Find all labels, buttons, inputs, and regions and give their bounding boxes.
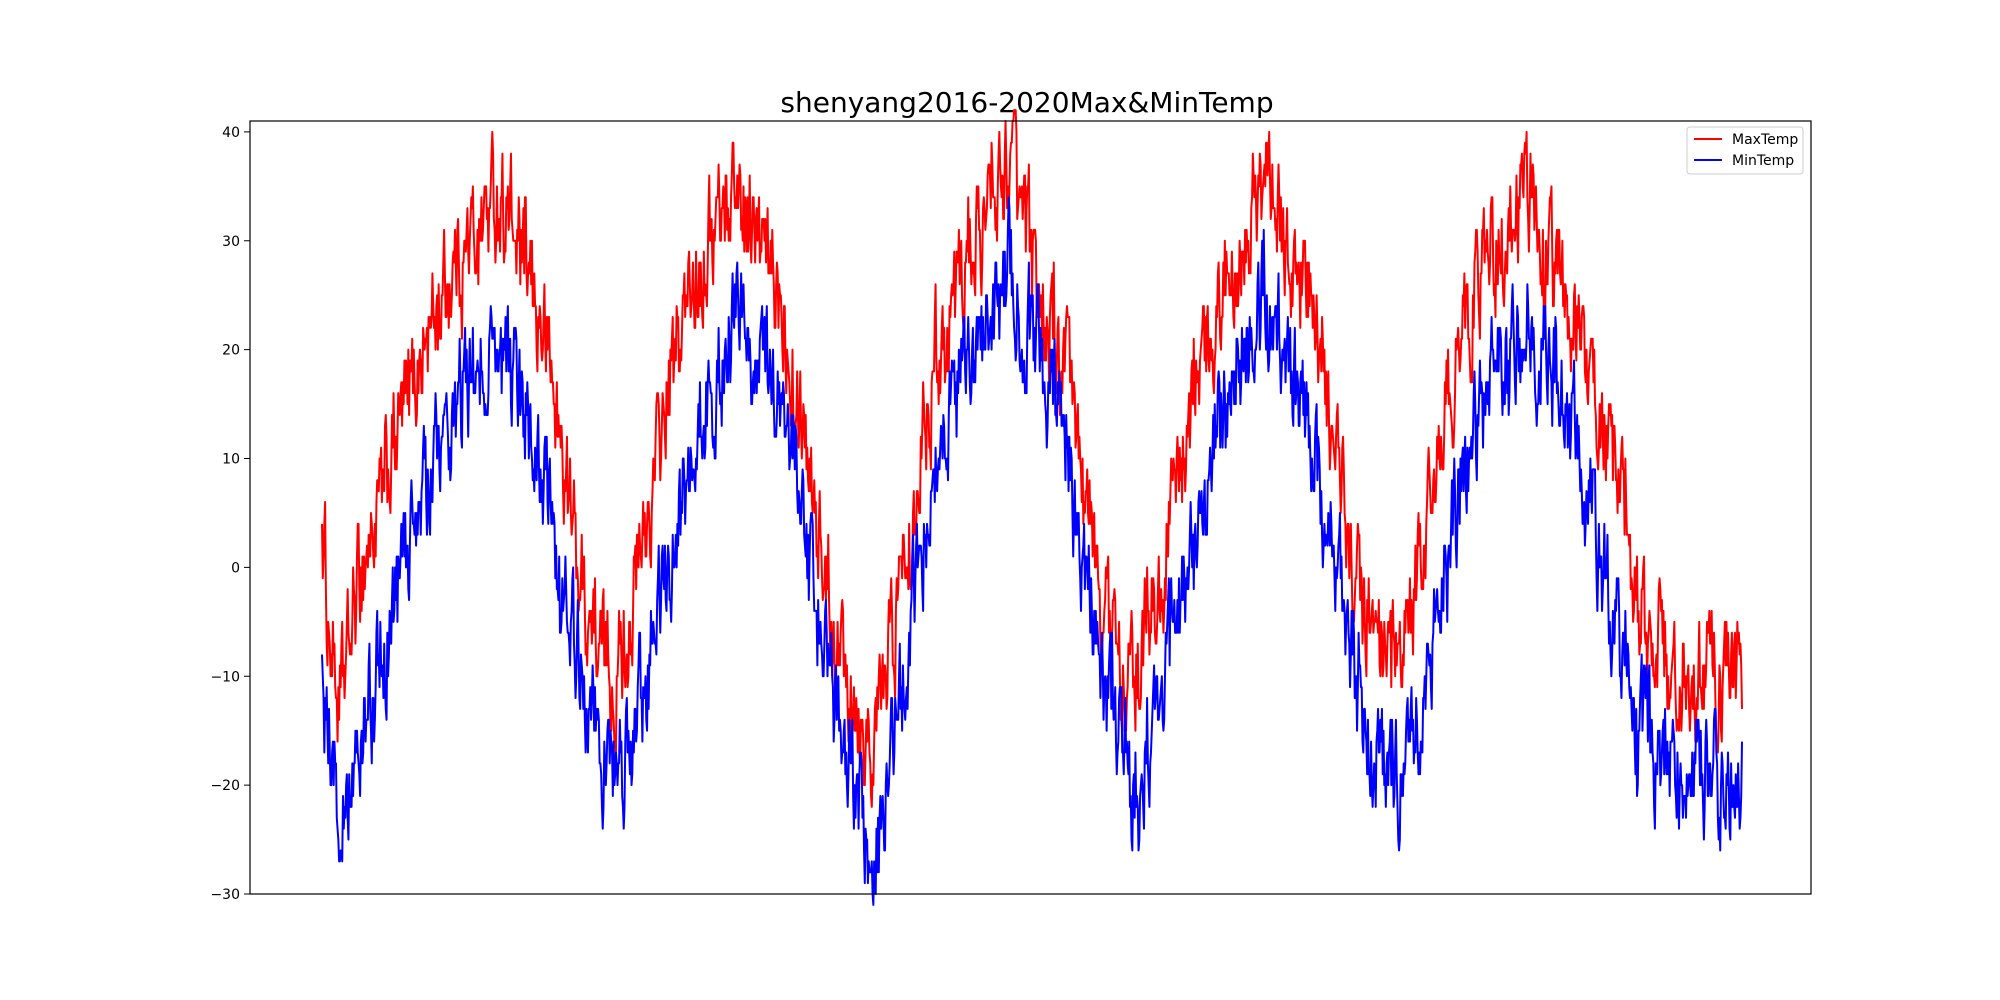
legend-label-maxtemp: MaxTemp <box>1732 132 1798 148</box>
series-line-mintemp <box>321 196 1743 906</box>
y-tick-label: 10 <box>222 452 240 468</box>
y-tick-label: −30 <box>210 887 240 903</box>
y-tick-label: 0 <box>231 560 240 576</box>
legend-label-mintemp: MinTemp <box>1732 153 1794 169</box>
legend: MaxTemp MinTemp <box>1686 126 1804 175</box>
y-tick-label: 20 <box>222 343 240 359</box>
chart-title: shenyang2016-2020Max&MinTemp <box>780 86 1273 119</box>
y-tick-label: −10 <box>210 669 240 685</box>
y-tick-label: −20 <box>210 778 240 794</box>
plot-area-frame <box>249 120 1812 895</box>
y-tick-label: 40 <box>222 125 240 141</box>
y-axis: −30 −20 −10 0 10 20 30 40 <box>210 125 250 903</box>
series-layer <box>321 109 1743 906</box>
y-tick-label: 30 <box>222 234 240 250</box>
